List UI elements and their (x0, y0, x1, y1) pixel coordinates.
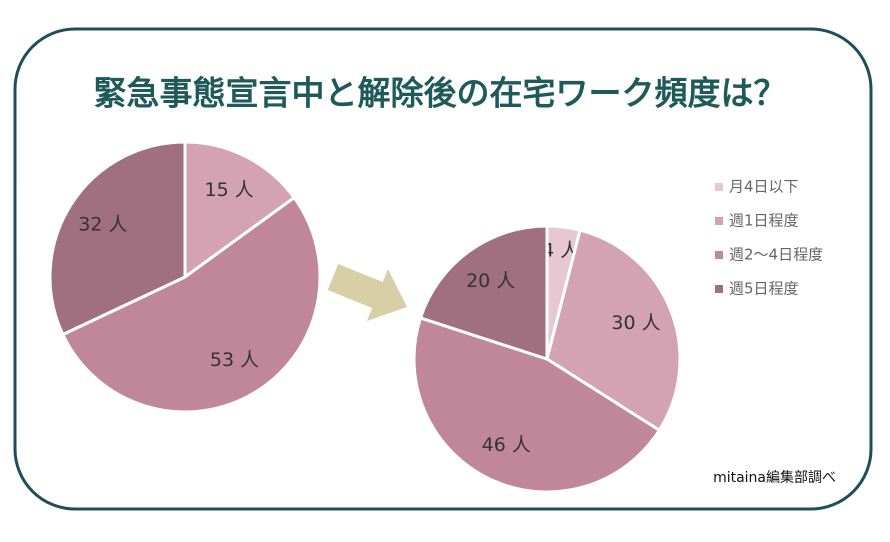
pie-slice (183, 140, 297, 280)
legend-marker (715, 251, 723, 259)
data-label: 4 人 (542, 239, 579, 261)
legend-label: 週5日程度 (729, 280, 799, 298)
data-label: 53 人 (210, 349, 259, 371)
data-label: 32 人 (78, 213, 127, 235)
data-label: 15 人 (205, 179, 254, 201)
pie-slice (545, 228, 682, 433)
legend-marker (715, 285, 723, 293)
arrow (327, 264, 408, 321)
legend-label: 週2〜4日程度 (729, 246, 823, 264)
legend-label: 週1日程度 (729, 212, 799, 230)
legend-marker (715, 183, 723, 191)
data-label: 30 人 (611, 312, 660, 334)
data-label: 46 人 (482, 434, 531, 456)
pie-slice (60, 195, 322, 414)
data-label: 20 人 (466, 270, 515, 292)
source: mitaina編集部調べ (713, 469, 836, 486)
pie-slice (48, 140, 187, 337)
legend-marker (715, 217, 723, 225)
pie-slice (412, 316, 662, 494)
title: 緊急事態宣言中と解除後の在宅ワーク頻度は？ (94, 74, 787, 113)
pie-slice (418, 224, 549, 362)
legend-label: 月4日以下 (729, 178, 799, 196)
